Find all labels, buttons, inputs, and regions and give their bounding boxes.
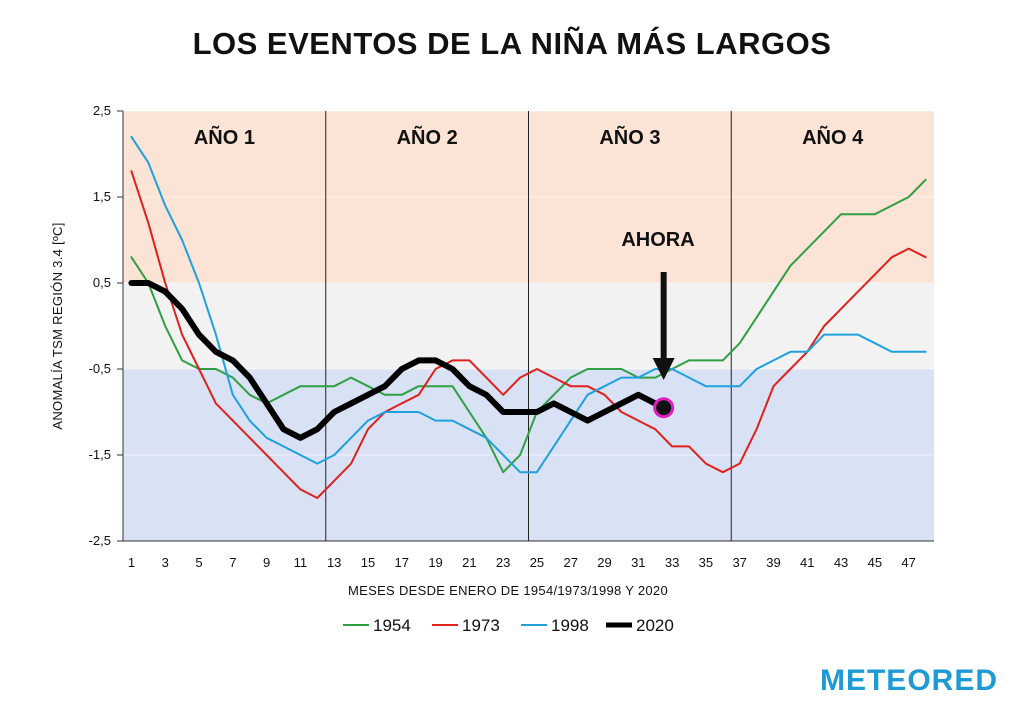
x-tick-label: 19 bbox=[428, 555, 442, 570]
year-label: AÑO 3 bbox=[599, 126, 660, 149]
x-tick-label: 33 bbox=[665, 555, 679, 570]
legend-label-1954: 1954 bbox=[373, 616, 411, 635]
x-tick-label: 27 bbox=[564, 555, 578, 570]
x-tick-label: 9 bbox=[263, 555, 270, 570]
y-tick-labels: 2,5 1,5 0,5 -0,5 -1,5 -2,5 bbox=[89, 103, 111, 548]
x-tick-label: 15 bbox=[361, 555, 375, 570]
series-line-1998 bbox=[130, 135, 927, 474]
x-tick-label: 11 bbox=[294, 555, 308, 570]
axes bbox=[117, 110, 934, 542]
x-tick-label: 7 bbox=[229, 555, 236, 570]
x-tick-label: 23 bbox=[496, 555, 510, 570]
x-tick-label: 13 bbox=[327, 555, 341, 570]
x-tick-labels: 1 3 5 7 9 11 13 15 17 19 21 23 25 27 29 31 33 35 37 39 41 43 4… bbox=[128, 555, 916, 570]
legend-label-1973: 1973 bbox=[462, 616, 500, 635]
series-line-1973 bbox=[130, 170, 927, 499]
y-tick-label: -1,5 bbox=[89, 447, 111, 462]
y-tick-label: -2,5 bbox=[89, 533, 111, 548]
chart-title: LOS EVENTOS DE LA NIÑA MÁS LARGOS bbox=[192, 26, 832, 61]
year-dividers bbox=[325, 111, 732, 541]
x-tick-label: 21 bbox=[462, 555, 476, 570]
series-line-2020 bbox=[128, 280, 659, 441]
y-tick-label: 0,5 bbox=[93, 275, 111, 290]
legend-label-1998: 1998 bbox=[551, 616, 589, 635]
x-tick-label: 41 bbox=[800, 555, 814, 570]
x-tick-label: 45 bbox=[868, 555, 882, 570]
legend-label-2020: 2020 bbox=[636, 616, 674, 635]
y-tick-label: 2,5 bbox=[93, 103, 111, 118]
current-value-marker bbox=[653, 397, 675, 419]
x-tick-label: 43 bbox=[834, 555, 848, 570]
x-tick-label: 47 bbox=[901, 555, 915, 570]
year-label: AÑO 1 bbox=[194, 126, 255, 149]
x-tick-label: 29 bbox=[597, 555, 611, 570]
ahora-label: AHORA bbox=[621, 229, 694, 251]
x-tick-label: 37 bbox=[732, 555, 746, 570]
annotation-group: AHORA bbox=[621, 229, 695, 419]
legend: 1954 1973 1998 2020 bbox=[343, 616, 674, 635]
year-labels: AÑO 1 AÑO 2 AÑO 3 AÑO 4 bbox=[194, 126, 864, 149]
x-axis-label: MESES DESDE ENERO DE 1954/1973/1998 Y 20… bbox=[348, 583, 668, 598]
x-tick-label: 5 bbox=[195, 555, 202, 570]
brand-logo: METEORED bbox=[819, 664, 998, 697]
year-label: AÑO 4 bbox=[802, 126, 864, 149]
y-axis-label: ANOMALÍA TSM REGIÓN 3.4 [ºC] bbox=[50, 222, 65, 429]
x-tick-label: 35 bbox=[699, 555, 713, 570]
x-tick-label: 1 bbox=[128, 555, 135, 570]
x-tick-label: 25 bbox=[530, 555, 544, 570]
y-tick-label: 1,5 bbox=[93, 189, 111, 204]
y-tick-label: -0,5 bbox=[89, 361, 111, 376]
year-label: AÑO 2 bbox=[397, 126, 458, 149]
x-tick-label: 39 bbox=[766, 555, 780, 570]
x-tick-label: 31 bbox=[631, 555, 645, 570]
ahora-arrow-head bbox=[652, 358, 675, 380]
x-tick-label: 17 bbox=[395, 555, 409, 570]
series-lines bbox=[128, 135, 927, 499]
x-tick-label: 3 bbox=[162, 555, 169, 570]
